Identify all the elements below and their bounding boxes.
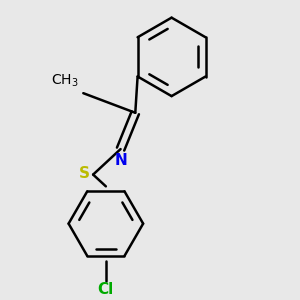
Text: S: S	[79, 166, 90, 181]
Text: CH$_3$: CH$_3$	[51, 73, 78, 89]
Text: N: N	[114, 153, 127, 168]
Text: Cl: Cl	[98, 283, 114, 298]
